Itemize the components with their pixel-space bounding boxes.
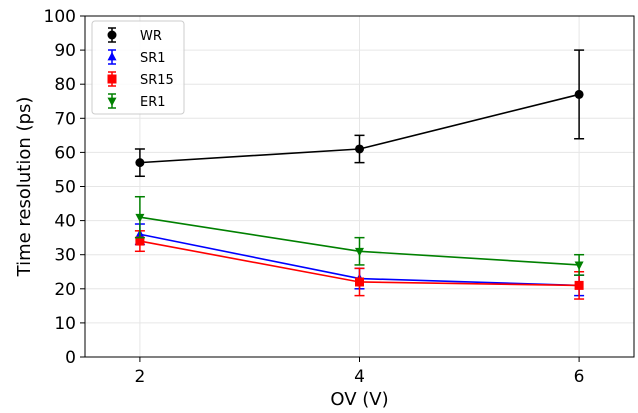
x-tick-label-2: 2 [134,367,145,387]
x-tick-label-6: 6 [574,367,585,387]
y-tick-label-60: 60 [54,143,76,163]
point-sr15-4 [355,277,364,287]
point-er1-6 [574,261,584,271]
legend-item-sr15: SR15 [107,71,174,88]
y-tick-label-0: 0 [65,348,76,368]
legend-item-sr1: SR1 [107,49,166,66]
legend-marker-wr [107,30,117,40]
y-tick-label-100: 100 [44,7,76,27]
legend-label-sr15: SR15 [140,73,174,88]
x-axis-label: OV (V) [330,389,388,410]
point-wr-6 [574,89,584,99]
y-tick-label-10: 10 [54,314,76,334]
legend-marker-er1 [107,97,117,107]
legend-label-sr1: SR1 [140,51,166,66]
y-tick-label-40: 40 [54,212,76,232]
point-wr-2 [135,158,145,168]
y-tick-label-50: 50 [54,178,76,198]
series-wr [134,49,585,178]
point-sr15-2 [135,236,145,246]
point-er1-2 [135,213,145,223]
point-er1-4 [355,247,364,257]
series-layer [134,49,585,300]
legend-item-wr: WR [107,27,162,44]
legend: WR SR1 SR15 ER1 [91,20,185,115]
y-tick-label-90: 90 [54,41,76,61]
point-sr15-6 [574,280,584,290]
series-er1 [134,195,585,276]
y-tick-label-80: 80 [54,75,76,95]
legend-label-er1: ER1 [140,95,166,110]
y-axis-label: Time resolution (ps) [14,97,35,278]
legend-item-er1: ER1 [107,93,166,110]
y-tick-label-70: 70 [54,109,76,129]
y-axis-ticks: 0 10 20 30 40 50 60 70 80 90 100 [44,7,85,368]
x-tick-label-4: 4 [354,367,365,387]
legend-label-wr: WR [140,29,162,44]
legend-box [91,20,185,115]
y-tick-label-30: 30 [54,246,76,266]
legend-marker-sr15 [107,74,117,84]
series-sr15 [134,230,585,300]
y-tick-label-20: 20 [54,280,76,300]
legend-marker-sr1 [107,51,117,61]
x-axis-ticks: 2 4 6 [134,357,585,387]
point-wr-4 [355,144,364,154]
